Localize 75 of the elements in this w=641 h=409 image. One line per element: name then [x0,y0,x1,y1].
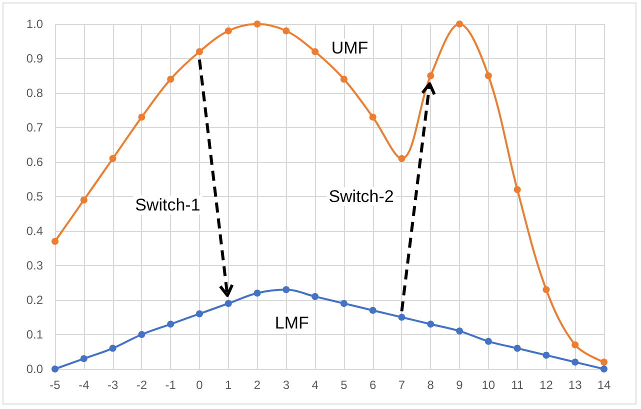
point [224,27,232,34]
x-tick-label: 2 [254,378,261,392]
x-tick-label: -5 [50,378,61,392]
x-tick-label: 11 [511,378,524,392]
point [542,352,550,359]
point [340,76,348,83]
point [312,48,319,56]
x-tick-label: 7 [398,378,406,392]
point [398,314,406,321]
x-tick-label: 13 [568,378,582,392]
point [398,155,406,162]
x-tick-label: 9 [456,378,464,392]
point [369,306,376,314]
annotation: Switch-2 [328,187,394,206]
point [340,300,348,307]
point [80,355,88,362]
point [484,72,492,80]
point [282,27,290,34]
x-tick-label: 0 [196,378,204,392]
y-tick-label: 0.3 [26,258,44,272]
point [196,48,203,56]
point [514,344,521,352]
x-tick-label: 10 [482,378,496,392]
point [456,328,464,335]
point [80,196,88,204]
point [427,72,434,80]
y-tick-label: 0.0 [26,362,44,376]
y-tick-label: 1.0 [26,17,44,31]
point [196,310,203,318]
point [254,290,261,297]
point [600,366,608,372]
point [138,331,146,338]
point [254,20,261,28]
x-tick-label: 14 [597,378,611,392]
x-tick-label: 5 [340,378,348,392]
point [282,286,290,294]
point [167,320,174,328]
x-tick-label: 8 [427,378,434,392]
annotation: Switch-1 [135,196,200,215]
point [369,114,376,121]
point [109,155,116,162]
x-tick-label: -3 [107,378,118,392]
point [52,366,58,372]
y-tick-label: 0.9 [26,52,44,66]
series-label: UMF [331,38,368,58]
point [109,344,116,352]
y-tick-label: 0.1 [26,328,44,342]
x-tick-label: -4 [78,378,90,392]
y-tick-label: 0.7 [26,120,44,134]
series-label: LMF [274,314,309,333]
x-tick-label: 1 [225,378,232,392]
y-tick-label: 0.4 [26,224,44,238]
point [572,358,579,366]
point [600,358,608,366]
point [572,341,579,348]
point [427,320,434,328]
point [138,114,146,121]
x-tick-label: 12 [540,378,554,392]
point [542,286,550,294]
point [224,300,232,307]
point [312,293,319,300]
y-tick-label: 0.8 [26,86,44,100]
point [52,238,58,245]
x-tick-label: -1 [165,378,176,392]
point [514,186,521,194]
point [167,76,174,83]
x-tick-label: 4 [312,378,319,392]
y-tick-label: 0.2 [26,293,44,307]
y-tick-label: 0.5 [26,190,44,204]
point [484,338,492,345]
x-tick-label: -2 [136,378,148,392]
x-tick-label: 3 [282,378,290,392]
point [456,20,464,28]
y-tick-label: 0.6 [26,155,44,169]
x-tick-label: 6 [370,378,376,392]
